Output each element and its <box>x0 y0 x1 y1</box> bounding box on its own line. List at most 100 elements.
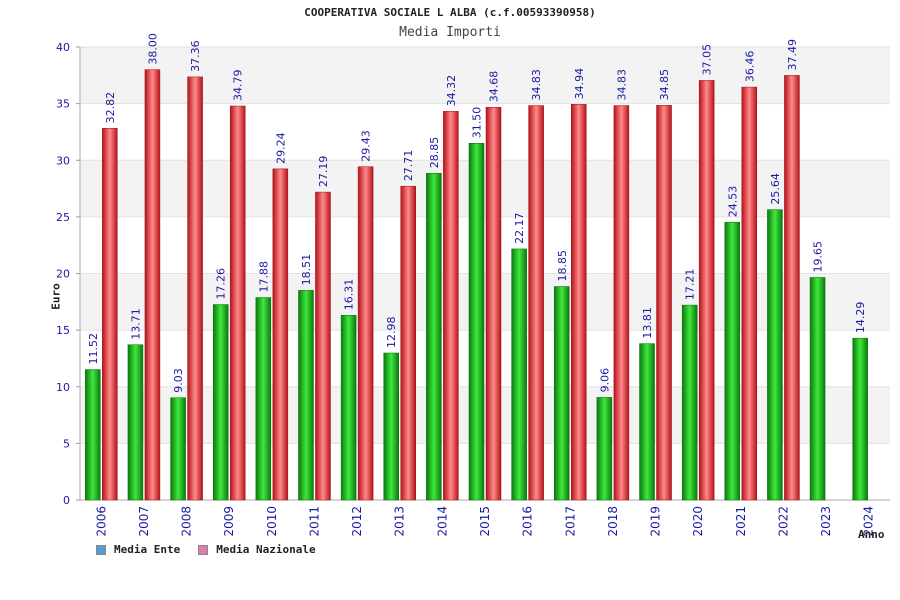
x-tick-label: 2009 <box>222 506 236 537</box>
data-label: 31.50 <box>471 107 484 139</box>
bar-media-ente <box>681 304 698 501</box>
data-label: 17.88 <box>257 261 270 293</box>
legend-item-media-ente: Media Ente <box>96 543 180 556</box>
data-label: 37.36 <box>189 40 202 72</box>
data-label: 34.79 <box>232 70 245 101</box>
bar-media-nazionale <box>784 75 800 501</box>
data-label: 34.68 <box>488 71 501 103</box>
bar-media-ente <box>127 344 144 501</box>
bar-media-ente <box>426 173 442 501</box>
bar-media-nazionale <box>187 76 203 501</box>
data-label: 14.29 <box>854 302 867 334</box>
y-tick-label: 20 <box>56 268 70 281</box>
data-label: 34.85 <box>658 69 671 101</box>
data-label: 29.43 <box>360 130 373 162</box>
bar-media-ente <box>468 143 485 501</box>
y-tick-label: 30 <box>56 154 70 167</box>
x-tick-label: 2018 <box>606 506 620 537</box>
data-label: 37.05 <box>701 44 714 76</box>
data-label: 34.94 <box>573 68 586 100</box>
bar-media-ente <box>298 290 314 501</box>
x-tick-label: 2010 <box>265 506 279 537</box>
chart-subtitle: Media Importi <box>399 25 501 40</box>
bar-media-nazionale <box>528 105 544 501</box>
data-label: 18.85 <box>556 250 569 282</box>
x-tick-label: 2012 <box>350 506 364 537</box>
data-label: 17.26 <box>215 268 228 299</box>
legend-swatch <box>198 544 209 555</box>
legend-label: Media Ente <box>114 543 181 556</box>
bar-media-nazionale <box>613 105 630 501</box>
data-label: 13.81 <box>641 307 654 339</box>
y-tick-label: 5 <box>63 437 70 450</box>
bar-media-nazionale <box>315 191 331 501</box>
data-label: 24.53 <box>726 186 739 218</box>
y-tick-label: 25 <box>56 211 70 224</box>
data-label: 27.71 <box>402 150 415 182</box>
x-tick-label: 2011 <box>307 506 321 537</box>
x-tick-label: 2024 <box>862 506 876 537</box>
data-label: 28.85 <box>428 137 441 169</box>
data-label: 36.46 <box>743 51 756 83</box>
bar-media-nazionale <box>656 105 672 501</box>
data-label: 19.65 <box>812 241 825 273</box>
data-label: 34.83 <box>530 69 543 101</box>
bar-media-nazionale <box>102 128 118 501</box>
x-tick-label: 2006 <box>94 506 108 537</box>
data-label: 13.71 <box>129 308 142 340</box>
data-label: 37.49 <box>786 39 799 71</box>
x-tick-label: 2019 <box>649 506 663 537</box>
data-label: 34.83 <box>615 69 628 101</box>
x-axis-label: Anno <box>858 528 885 541</box>
bar-media-ente <box>212 304 229 501</box>
x-tick-label: 2008 <box>180 506 194 537</box>
bar-media-nazionale <box>357 166 374 501</box>
bar-media-ente <box>639 343 655 501</box>
legend: Media Ente Media Nazionale <box>96 543 316 556</box>
data-label: 11.52 <box>87 333 100 365</box>
data-label: 38.00 <box>146 33 159 65</box>
data-label: 9.03 <box>172 368 185 393</box>
data-label: 29.24 <box>274 132 287 164</box>
data-label: 18.51 <box>300 254 313 286</box>
x-tick-label: 2014 <box>435 506 449 537</box>
bar-media-nazionale <box>485 106 502 501</box>
data-label: 32.82 <box>104 92 117 124</box>
x-tick-label: 2022 <box>776 506 790 537</box>
bar-media-ente <box>809 277 826 501</box>
data-label: 9.06 <box>598 368 611 393</box>
y-tick-label: 40 <box>56 41 70 54</box>
bar-media-ente <box>554 286 570 501</box>
x-tick-label: 2016 <box>521 506 535 537</box>
data-label: 16.31 <box>343 279 356 311</box>
bar-media-nazionale <box>698 80 715 501</box>
bar-media-ente <box>255 297 272 501</box>
y-tick-label: 10 <box>56 381 70 394</box>
x-tick-label: 2007 <box>137 506 151 537</box>
data-label: 25.64 <box>769 173 782 205</box>
x-tick-label: 2021 <box>734 506 748 537</box>
x-tick-label: 2013 <box>393 506 407 537</box>
bar-media-ente <box>724 221 741 501</box>
bar-media-ente <box>767 209 783 501</box>
legend-swatch <box>96 544 106 555</box>
bar-media-nazionale <box>741 86 758 501</box>
legend-item-media-nazionale: Media Nazionale <box>198 543 316 556</box>
x-tick-label: 2020 <box>691 506 705 537</box>
y-tick-label: 15 <box>56 324 70 337</box>
data-label: 22.17 <box>513 212 526 244</box>
bar-media-ente <box>340 315 357 501</box>
bar-media-nazionale <box>272 168 289 501</box>
bar-media-nazionale <box>144 69 161 501</box>
bar-media-ente <box>170 397 186 501</box>
y-tick-label: 0 <box>63 494 70 507</box>
bar-media-ente <box>852 337 868 501</box>
chart-title: COOPERATIVA SOCIALE L ALBA (c.f.00593390… <box>304 6 596 19</box>
y-tick-label: 35 <box>56 98 70 111</box>
x-tick-label: 2015 <box>478 506 492 537</box>
bar-media-ente <box>85 369 101 501</box>
bar-media-nazionale <box>443 111 459 501</box>
data-label: 27.19 <box>317 156 330 188</box>
bar-media-nazionale <box>571 104 587 501</box>
